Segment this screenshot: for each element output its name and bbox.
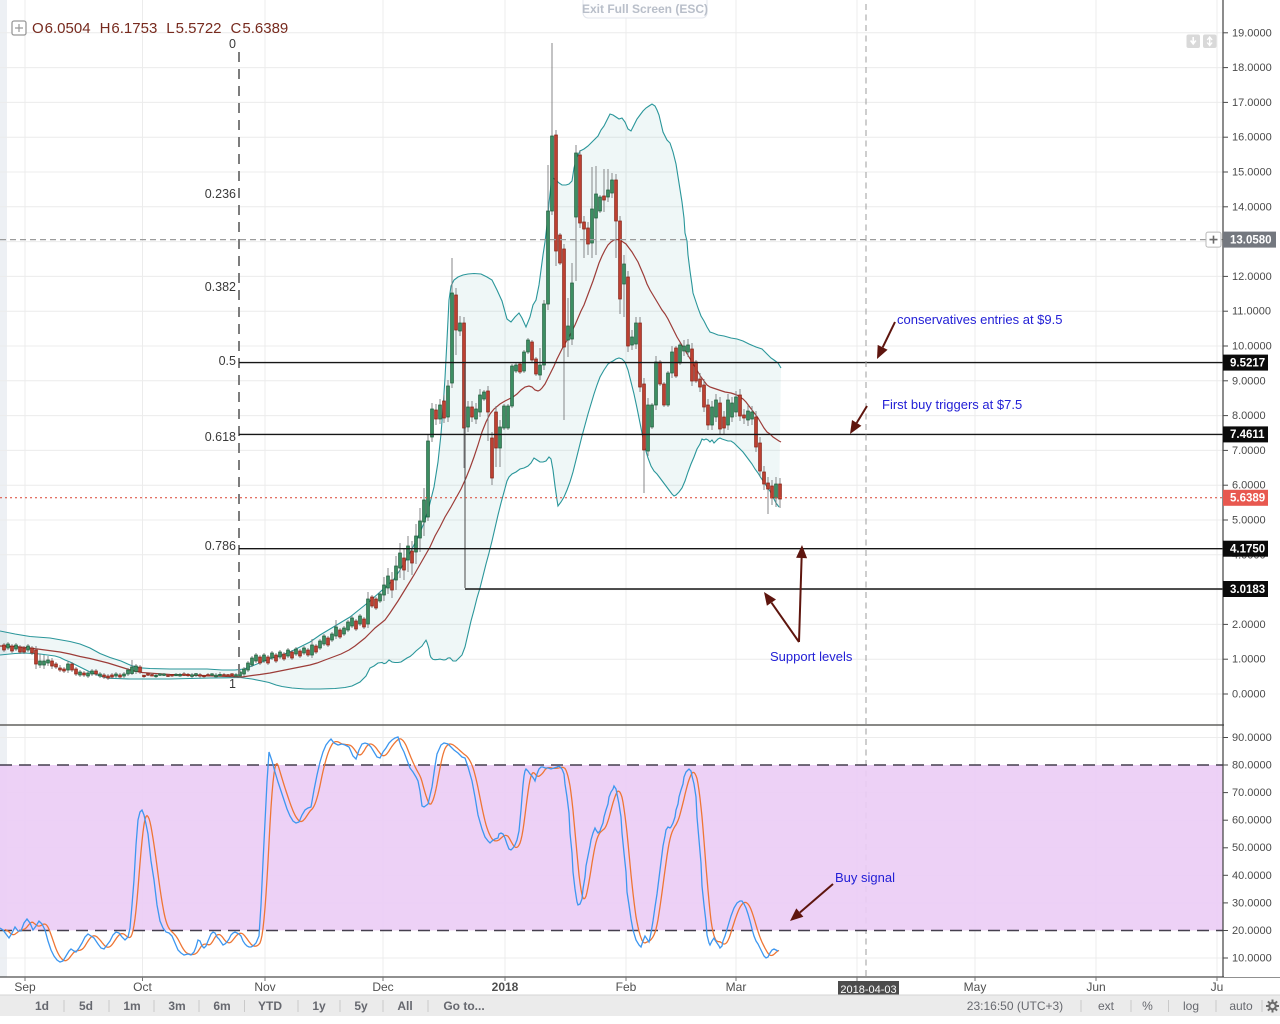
svg-text:First buy triggers at $7.5: First buy triggers at $7.5	[882, 397, 1022, 412]
svg-text:5y: 5y	[354, 999, 368, 1013]
svg-text:All: All	[397, 999, 412, 1013]
svg-text:Go to...: Go to...	[443, 999, 484, 1013]
svg-text:23:16:50 (UTC+3): 23:16:50 (UTC+3)	[967, 999, 1063, 1013]
svg-text:10.0000: 10.0000	[1232, 341, 1272, 353]
svg-text:auto: auto	[1229, 999, 1253, 1013]
svg-text:9.5217: 9.5217	[1230, 357, 1265, 369]
svg-text:9.0000: 9.0000	[1232, 375, 1266, 387]
svg-text:Jun: Jun	[1086, 980, 1105, 994]
svg-text:50.0000: 50.0000	[1232, 842, 1272, 854]
svg-text:Dec: Dec	[372, 980, 393, 994]
svg-text:May: May	[964, 980, 987, 994]
svg-text:7.4611: 7.4611	[1230, 429, 1265, 441]
svg-text:90.0000: 90.0000	[1232, 732, 1272, 744]
svg-text:3m: 3m	[168, 999, 185, 1013]
svg-text:2018-04-03: 2018-04-03	[840, 984, 896, 996]
svg-text:2018: 2018	[492, 980, 519, 994]
svg-text:YTD: YTD	[258, 999, 282, 1013]
svg-text:0.382: 0.382	[205, 280, 236, 294]
svg-text:Buy signal: Buy signal	[835, 870, 895, 885]
svg-text:1: 1	[229, 677, 236, 691]
svg-text:19.0000: 19.0000	[1232, 27, 1272, 39]
svg-text:0.5: 0.5	[219, 354, 236, 368]
svg-text:2.0000: 2.0000	[1232, 619, 1266, 631]
svg-text:30.0000: 30.0000	[1232, 897, 1272, 909]
svg-text:1d: 1d	[35, 999, 49, 1013]
svg-text:16.0000: 16.0000	[1232, 132, 1272, 144]
svg-text:log: log	[1183, 999, 1199, 1013]
svg-text:7.0000: 7.0000	[1232, 445, 1266, 457]
svg-text:60.0000: 60.0000	[1232, 815, 1272, 827]
svg-text:12.0000: 12.0000	[1232, 271, 1272, 283]
svg-text:1.0000: 1.0000	[1232, 654, 1266, 666]
svg-text:80.0000: 80.0000	[1232, 760, 1272, 772]
svg-text:70.0000: 70.0000	[1232, 787, 1272, 799]
svg-text:Support levels: Support levels	[770, 649, 853, 664]
svg-text:15.0000: 15.0000	[1232, 167, 1272, 179]
svg-text:0.236: 0.236	[205, 187, 236, 201]
svg-text:Sep: Sep	[14, 980, 36, 994]
svg-text:3.0183: 3.0183	[1230, 584, 1265, 596]
svg-text:14.0000: 14.0000	[1232, 201, 1272, 213]
svg-text:Exit Full Screen (ESC): Exit Full Screen (ESC)	[582, 2, 708, 16]
svg-text:Nov: Nov	[254, 980, 275, 994]
svg-text:1y: 1y	[312, 999, 326, 1013]
svg-text:0.618: 0.618	[205, 430, 236, 444]
svg-text:6.0000: 6.0000	[1232, 480, 1266, 492]
svg-text:conservatives entries at $9.5: conservatives entries at $9.5	[897, 312, 1062, 327]
svg-text:1m: 1m	[123, 999, 140, 1013]
svg-text:11.0000: 11.0000	[1232, 306, 1271, 318]
svg-text:20.0000: 20.0000	[1232, 925, 1272, 937]
svg-text:ext: ext	[1098, 999, 1115, 1013]
svg-text:13.0580: 13.0580	[1230, 234, 1272, 246]
svg-text:4.1750: 4.1750	[1230, 544, 1265, 556]
svg-text:Ju: Ju	[1211, 980, 1224, 994]
svg-text:5.6389: 5.6389	[1230, 493, 1265, 505]
svg-text:6m: 6m	[213, 999, 230, 1013]
svg-text:0: 0	[229, 37, 236, 51]
svg-text:8.0000: 8.0000	[1232, 410, 1266, 422]
svg-text:5d: 5d	[79, 999, 93, 1013]
svg-text:18.0000: 18.0000	[1232, 62, 1272, 74]
svg-text:0.0000: 0.0000	[1232, 689, 1266, 701]
svg-text:%: %	[1142, 999, 1153, 1013]
svg-text:5.0000: 5.0000	[1232, 515, 1266, 527]
svg-text:Mar: Mar	[726, 980, 747, 994]
svg-text:17.0000: 17.0000	[1232, 97, 1272, 109]
svg-text:10.0000: 10.0000	[1232, 953, 1272, 965]
svg-text:Feb: Feb	[616, 980, 637, 994]
svg-text:0.786: 0.786	[205, 539, 236, 553]
svg-text:40.0000: 40.0000	[1232, 870, 1272, 882]
svg-text:Oct: Oct	[133, 980, 152, 994]
